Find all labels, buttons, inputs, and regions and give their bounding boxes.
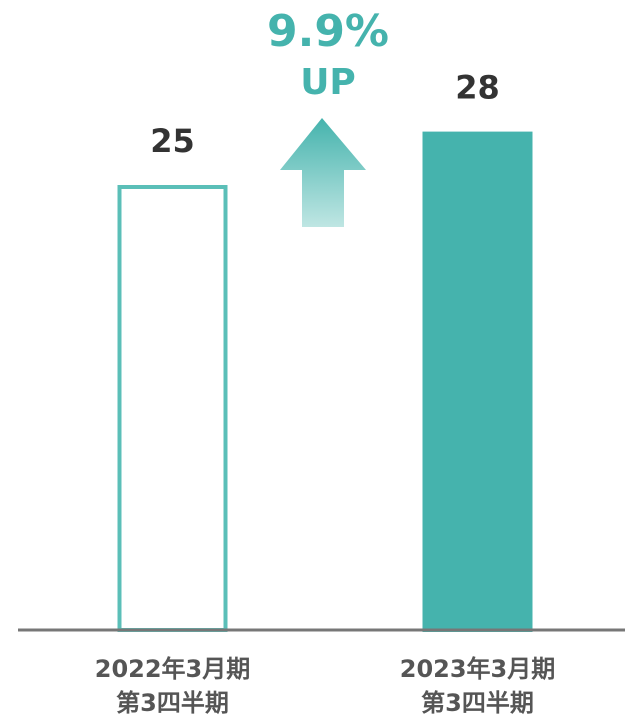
bar [117,185,228,632]
value-label: 28 [455,69,500,107]
up-label: UP [300,62,356,103]
up-arrow [280,118,366,227]
value-label: 25 [150,122,195,160]
growth-label: 9.9% [267,6,389,57]
x-tick-label: 2022年3月期 第3四半期 [94,655,251,717]
bar [422,131,533,632]
x-tick-label: 2023年3月期 第3四半期 [399,655,556,717]
